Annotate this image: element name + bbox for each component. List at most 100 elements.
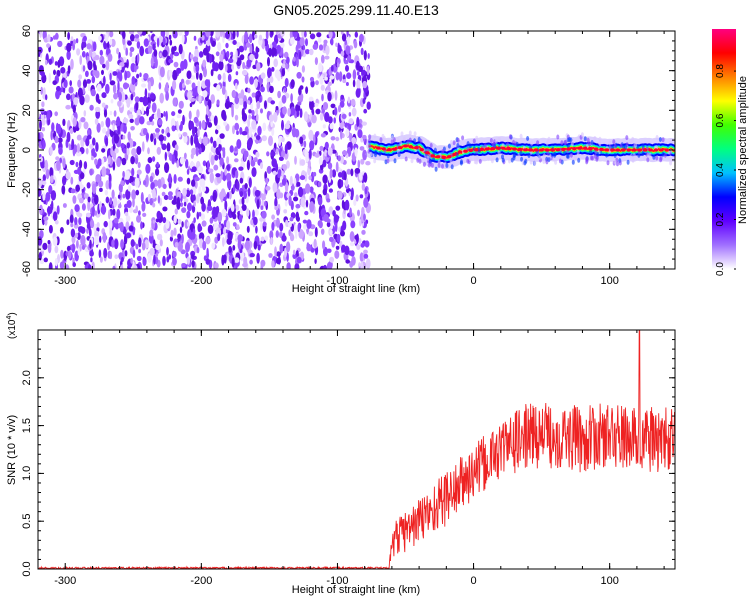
spectrogram-speckle — [238, 166, 244, 171]
spectrogram-speckle — [324, 76, 328, 81]
spectrogram-speckle — [132, 249, 136, 258]
spectrogram-speckle — [110, 99, 114, 104]
track-speckle — [611, 144, 615, 150]
colorbar-gradient — [712, 29, 736, 269]
spectrogram-speckle — [308, 96, 314, 102]
spectrogram-speckle — [293, 177, 297, 187]
track-peak-dot — [604, 148, 610, 152]
spectrogram-speckle — [223, 227, 226, 235]
spectrogram-speckle — [205, 236, 211, 245]
spectrogram-speckle — [48, 185, 53, 195]
spectrogram-speckle — [284, 247, 287, 258]
spectrogram-speckle — [219, 191, 224, 201]
spectrogram-speckle — [168, 34, 172, 40]
spectrogram-speckle — [89, 169, 93, 176]
colorbar-tick-label: 0.8 — [715, 64, 726, 78]
spectrogram-speckle — [219, 133, 225, 139]
spectrogram-speckle — [68, 143, 72, 151]
spectrogram-speckle — [351, 137, 357, 145]
spectrogram-speckle — [91, 155, 94, 161]
spectrogram-speckle — [163, 136, 167, 141]
spectrogram-speckle — [328, 162, 333, 170]
spectrogram-speckle — [199, 120, 202, 130]
spectrogram-speckle — [122, 31, 126, 39]
spectrogram-speckle — [83, 35, 87, 42]
spectrogram-speckle — [48, 262, 53, 269]
spectrogram-speckle — [316, 32, 322, 38]
spectrogram-speckle — [299, 108, 303, 118]
track-speckle — [515, 141, 519, 147]
spectrogram-speckle — [340, 179, 344, 188]
spectrogram-speckle — [112, 161, 116, 171]
spectrogram-speckle — [342, 150, 348, 156]
spectrogram-speckle — [177, 233, 182, 239]
spectrogram-speckle — [246, 159, 250, 171]
spectrogram-speckle — [91, 183, 97, 194]
spectrogram-speckle — [255, 225, 258, 234]
spectrogram-speckle — [66, 50, 71, 61]
x-tick-label: -300 — [54, 575, 76, 587]
spectrogram-speckle — [361, 183, 366, 191]
spectrogram-speckle — [196, 246, 200, 254]
spectrogram-speckle — [167, 194, 173, 201]
spectrogram-speckle — [359, 146, 365, 151]
spectrogram-speckle — [145, 132, 149, 141]
track-speckle — [554, 159, 558, 165]
spectrogram-speckle — [314, 258, 317, 264]
track-peak-dot — [566, 147, 571, 151]
spectrogram-speckle — [330, 103, 336, 109]
track-speckle — [631, 157, 635, 163]
spectrogram-speckle — [143, 73, 149, 80]
track-speckle — [432, 157, 436, 163]
spectrogram-speckle — [280, 42, 285, 48]
spectrogram-speckle — [254, 34, 258, 39]
spectrogram-speckle — [117, 81, 120, 92]
spectrogram-speckle — [350, 98, 356, 107]
spectrogram-speckle — [218, 143, 221, 149]
spectrogram-speckle — [117, 194, 121, 199]
spectrogram-speckle — [70, 58, 74, 70]
spectrogram-speckle — [244, 240, 250, 251]
spectrogram-speckle — [186, 70, 192, 79]
track-speckle — [605, 152, 609, 158]
spectrogram-speckle — [257, 244, 261, 251]
spectrogram-speckle — [49, 146, 53, 156]
spectrogram-speckle — [239, 54, 245, 61]
spectrogram-speckle — [145, 106, 150, 117]
spectrogram-speckle — [198, 51, 204, 58]
track-speckle — [450, 164, 454, 170]
spectrogram-speckle — [156, 233, 163, 241]
spectrogram-speckle — [231, 103, 234, 114]
track-peak-dot — [621, 148, 626, 152]
spectrogram-speckle — [292, 253, 297, 259]
spectrogram-speckle — [187, 90, 193, 101]
spectrogram-speckle — [107, 126, 110, 137]
spectrogram-speckle — [62, 175, 67, 186]
spectrogram-speckle — [124, 211, 129, 217]
spectrogram-speckle — [150, 182, 155, 190]
spectrogram-speckle — [130, 156, 135, 165]
track-speckle — [501, 154, 504, 160]
spectrogram-speckle — [239, 191, 244, 197]
spectrogram-speckle — [40, 71, 45, 77]
spectrogram-speckle — [348, 112, 352, 117]
spectrogram-speckle — [335, 161, 339, 173]
track-speckle — [669, 160, 673, 166]
track-peak-dot — [463, 149, 468, 153]
spectrogram-speckle — [253, 157, 258, 163]
spectrogram-speckle — [86, 43, 92, 50]
spectrogram-speckle — [178, 133, 182, 138]
track-peak-dot — [539, 148, 544, 152]
spectrogram-speckle — [157, 118, 163, 126]
track-speckle — [512, 155, 516, 161]
spectrogram-speckle — [260, 162, 263, 170]
spectrogram-speckle — [169, 39, 173, 46]
spectrogram-speckle — [171, 46, 175, 55]
spectrogram-speckle — [215, 129, 219, 135]
spectrogram-speckle — [239, 177, 244, 184]
spectrogram-speckle — [183, 135, 188, 144]
spectrogram-speckle — [80, 117, 86, 123]
spectrogram-speckle — [296, 256, 302, 264]
spectrogram-speckle — [275, 148, 279, 155]
